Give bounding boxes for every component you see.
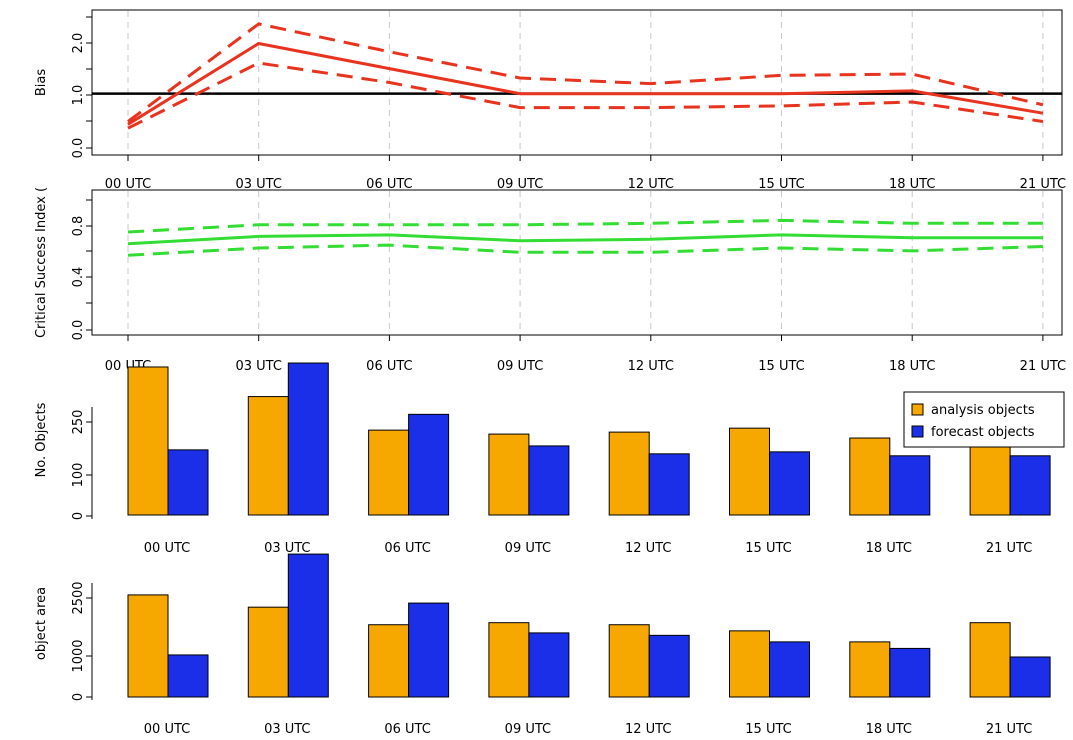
- x-tick-label: 21 UTC: [986, 722, 1032, 737]
- y-tick-label: 0: [71, 693, 86, 701]
- panel-3: 0 100 250 No. Objects 00 UTC 03 UTC 06 UTC 09 U…: [34, 362, 1065, 556]
- bar-analysis-objects: [849, 641, 891, 698]
- x-tick-label: 18 UTC: [866, 541, 912, 556]
- bar-forecast-objects: [1009, 656, 1051, 698]
- bar-forecast-objects: [408, 602, 450, 698]
- bar-analysis-objects: [247, 606, 289, 698]
- panel-1: 0.0 1.0 2.0 Bias 00 UTC 03 UTC 06 UTC 09 UTC 12 …: [34, 9, 1066, 192]
- x-tick-label: 15 UTC: [758, 177, 804, 192]
- y-axis-label: object area: [34, 587, 49, 660]
- plot-frame: [91, 9, 1063, 156]
- legend-label: forecast objects: [931, 425, 1035, 440]
- x-tick-label: 06 UTC: [384, 541, 430, 556]
- bar-forecast-objects: [528, 445, 570, 516]
- bar-analysis-objects: [127, 366, 169, 516]
- bar-analysis-objects: [729, 427, 770, 516]
- bar-forecast-objects: [769, 451, 810, 516]
- x-tick-label: 09 UTC: [505, 541, 551, 556]
- bar-forecast-objects: [528, 632, 570, 698]
- series-line-upper-bound: [127, 218, 1043, 234]
- panel-4: 0 1000 2500 object area 00 UTC 03 UTC 06 UTC 09…: [34, 553, 1051, 737]
- x-tick-label: 03 UTC: [264, 541, 310, 556]
- x-tick-label: 06 UTC: [384, 722, 430, 737]
- y-axis-label: Critical Success Index (: [34, 187, 49, 338]
- x-tick-label: 00 UTC: [144, 722, 190, 737]
- bar-forecast-objects: [167, 654, 209, 698]
- bar-analysis-objects: [849, 437, 891, 516]
- series-line-lower-bound: [127, 61, 1044, 130]
- x-tick-label: 09 UTC: [497, 177, 543, 192]
- x-tick-label: 12 UTC: [625, 541, 671, 556]
- bar-forecast-objects: [769, 641, 810, 698]
- bar-forecast-objects: [408, 413, 450, 516]
- y-axis-label: No. Objects: [34, 402, 49, 477]
- legend-swatch: [911, 403, 924, 416]
- x-tick-label: 03 UTC: [264, 722, 310, 737]
- y-tick-label: 0.0: [71, 138, 86, 159]
- bar-forecast-objects: [287, 362, 329, 516]
- bar-forecast-objects: [648, 634, 690, 698]
- bar-forecast-objects: [889, 455, 931, 516]
- y-tick-label: 2.0: [71, 33, 86, 54]
- bar-analysis-objects: [608, 624, 650, 698]
- x-tick-label: 15 UTC: [758, 359, 804, 374]
- bar-analysis-objects: [247, 396, 289, 516]
- bar-analysis-objects: [488, 622, 530, 698]
- y-tick-label: 0: [71, 512, 86, 520]
- x-tick-label: 00 UTC: [144, 541, 190, 556]
- bar-analysis-objects: [969, 622, 1011, 698]
- x-tick-label: 06 UTC: [366, 359, 412, 374]
- x-tick-label: 21 UTC: [1020, 359, 1066, 374]
- legend: analysis objects forecast objects: [903, 391, 1065, 448]
- x-tick-label: 12 UTC: [625, 722, 671, 737]
- plot-frame: [91, 189, 1063, 336]
- bar-forecast-objects: [1009, 455, 1051, 516]
- x-tick-label: 12 UTC: [628, 359, 674, 374]
- y-tick-label: 0.0: [71, 320, 86, 341]
- bar-analysis-objects: [368, 624, 410, 698]
- bar-analysis-objects: [368, 429, 410, 516]
- legend-swatch: [911, 425, 924, 438]
- y-tick-label: 250: [71, 410, 86, 435]
- x-tick-label: 21 UTC: [986, 541, 1032, 556]
- y-tick-label: 1.0: [71, 85, 86, 106]
- bar-analysis-objects: [488, 433, 530, 516]
- x-tick-label: 21 UTC: [1020, 177, 1066, 192]
- x-tick-label: 18 UTC: [866, 722, 912, 737]
- y-tick-label: 0.8: [71, 216, 86, 237]
- y-tick-label: 1000: [71, 639, 86, 672]
- bar-forecast-objects: [287, 553, 329, 698]
- x-tick-label: 03 UTC: [235, 177, 281, 192]
- series-line-mean: [127, 42, 1044, 126]
- x-tick-label: 06 UTC: [366, 177, 412, 192]
- x-tick-label: 03 UTC: [235, 359, 281, 374]
- series-line-mean: [127, 233, 1043, 246]
- bar-forecast-objects: [167, 449, 209, 516]
- x-tick-label: 09 UTC: [505, 722, 551, 737]
- bar-forecast-objects: [889, 647, 931, 698]
- y-tick-label: 0.4: [71, 267, 86, 288]
- bar-analysis-objects: [608, 431, 650, 516]
- x-tick-label: 18 UTC: [889, 177, 935, 192]
- y-axis-label: Bias: [34, 69, 49, 96]
- series-line-lower-bound: [127, 243, 1043, 257]
- x-tick-label: 18 UTC: [889, 359, 935, 374]
- x-tick-label: 12 UTC: [628, 177, 674, 192]
- legend-box: [903, 391, 1065, 448]
- x-tick-label: 15 UTC: [745, 541, 791, 556]
- series-line-upper-bound: [127, 22, 1044, 123]
- y-tick-label: 100: [71, 463, 86, 488]
- bar-analysis-objects: [729, 630, 770, 698]
- bar-analysis-objects: [127, 594, 169, 698]
- x-tick-label: 00 UTC: [105, 177, 151, 192]
- x-tick-label: 15 UTC: [745, 722, 791, 737]
- y-tick-label: 2500: [71, 581, 86, 614]
- bar-forecast-objects: [648, 453, 690, 516]
- x-tick-label: 09 UTC: [497, 359, 543, 374]
- legend-label: analysis objects: [931, 403, 1035, 418]
